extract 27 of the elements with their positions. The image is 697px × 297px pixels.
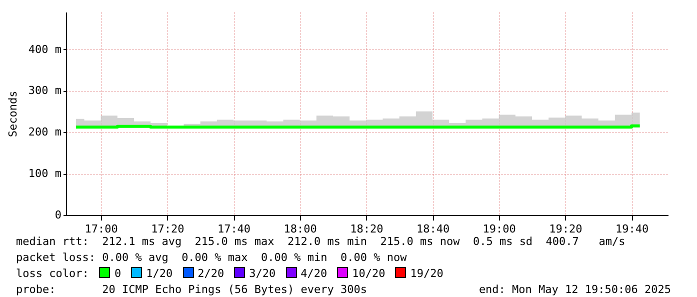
x-tick-label: 19:20 bbox=[549, 222, 582, 236]
x-tick-label: 17:20 bbox=[151, 222, 184, 236]
legend-label: 4/20 bbox=[300, 267, 328, 280]
y-tick-label: 100 m bbox=[28, 167, 62, 180]
x-tick-label: 18:00 bbox=[284, 222, 317, 236]
x-tick-label: 17:00 bbox=[84, 222, 118, 236]
x-tick-label: 18:40 bbox=[416, 222, 450, 236]
text: median rtt: 212.1 ms avg 215.0 ms max 212.0 ms min 215.0 ms now 0.5 ms sd 400.7 am/s bbox=[16, 234, 626, 250]
x-tick-label: 19:00 bbox=[482, 222, 516, 236]
legend-label: 10/20 bbox=[352, 267, 386, 280]
x-tick-label: 17:40 bbox=[217, 222, 251, 236]
y-tick-label: 300 m bbox=[28, 84, 62, 98]
text: end: Mon May 12 19:50:06 2025 bbox=[478, 282, 671, 297]
y-tick-label: 0 bbox=[54, 208, 62, 222]
legend-label: 0 bbox=[114, 267, 122, 280]
x-tick-label: 18:20 bbox=[350, 222, 384, 236]
legend-label: 3/20 bbox=[249, 267, 276, 280]
x-tick-label: 19:40 bbox=[615, 222, 649, 236]
y-tick-label: 400 m bbox=[28, 42, 62, 56]
text: packet loss: 0.00 % avg 0.00 % max 0.00 % min 0.00 % now bbox=[16, 250, 408, 266]
text: probe: 20 ICMP Echo Pings (56 Bytes) every 300s bbox=[16, 283, 367, 296]
legend-label: 19/20 bbox=[410, 267, 444, 280]
legend-label: 2/20 bbox=[198, 267, 224, 280]
legend-label: 1/20 bbox=[146, 267, 173, 280]
y-tick-label: 200 m bbox=[28, 126, 62, 139]
y-axis-title: Seconds bbox=[6, 90, 20, 138]
legend-title: loss color: bbox=[16, 267, 90, 280]
